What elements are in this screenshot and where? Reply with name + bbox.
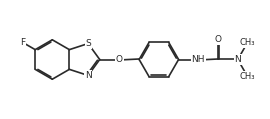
Text: O: O — [116, 55, 123, 64]
Text: CH₃: CH₃ — [240, 38, 255, 47]
Text: F: F — [20, 38, 25, 47]
Text: NH: NH — [191, 55, 205, 64]
Text: S: S — [85, 39, 91, 48]
Text: CH₃: CH₃ — [240, 72, 255, 81]
Text: N: N — [85, 71, 92, 80]
Text: N: N — [234, 55, 241, 64]
Text: O: O — [215, 35, 221, 44]
